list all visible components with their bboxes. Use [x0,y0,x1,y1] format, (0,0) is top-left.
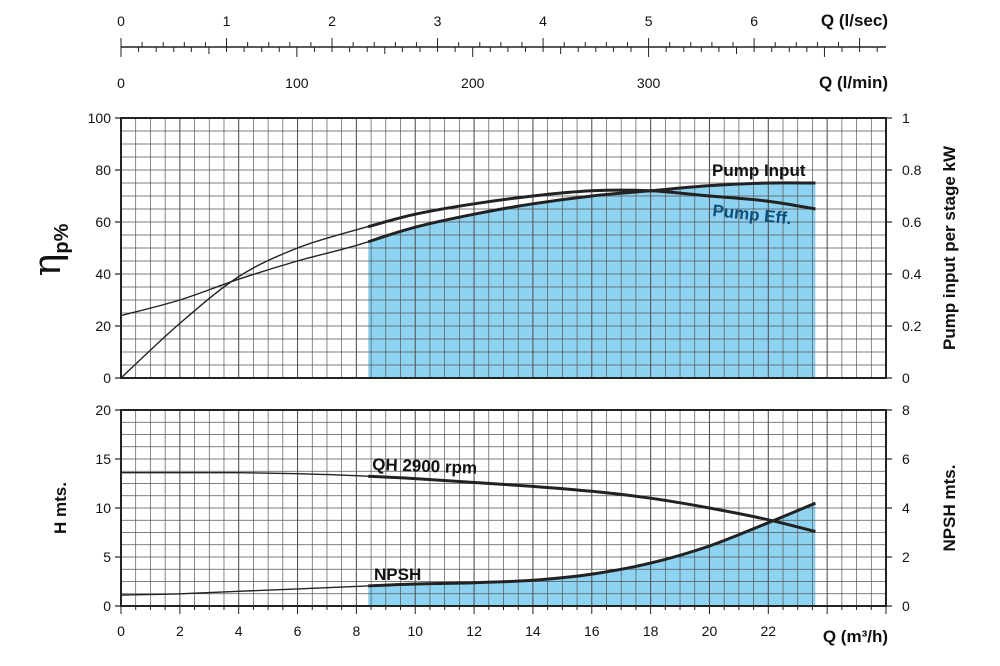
left-axis-tick-label: 100 [88,110,112,126]
x-axis-tick-label: 2 [176,623,184,639]
right-axis-tick-label: 0 [902,598,910,614]
x-axis-tick-label: 8 [352,623,360,639]
q-lsec-tick-label: 6 [750,13,758,29]
right-axis-tick-label: 0.6 [902,214,922,230]
eta-axis-subscript: p% [51,223,73,253]
q-lmin-tick-label: 100 [285,75,309,91]
pump-input-axis-label: Pump input per stage kW [940,145,959,350]
series-line-operating [367,188,816,229]
left-axis-tick-label: 40 [95,266,111,282]
right-axis-tick-label: 0.4 [902,266,922,282]
x-axis-tick-label: 0 [117,623,125,639]
eta-axis-label: ηp% [25,223,73,276]
head-npsh-panel: 0 5 10 15 20 0 2 4 6 8 0 2 4 6 8 10 12 14 16 18 20 22 QH 2900 … [95,402,910,639]
right-axis-tick-label: 0 [902,370,910,386]
left-axis-tick-label: 5 [103,549,111,565]
plot-frame [120,117,887,379]
right-axis-tick-label: 8 [902,402,910,418]
left-axis-tick-label: 0 [103,370,111,386]
x-axis-tick-label: 16 [584,623,600,639]
q-lmin-tick-label: 0 [117,75,125,91]
right-axis-tick-label: 1 [902,110,910,126]
right-axis-tick-label: 0.2 [902,318,922,334]
top-flow-scale: 0 1 2 3 4 5 6 0 100 200 300 [117,13,886,91]
right-axis-tick-label: 4 [902,500,910,516]
x-axis-tick-label: 18 [643,623,659,639]
right-axis-tick-label: 6 [902,451,910,467]
npsh-axis-label: NPSH mts. [940,465,959,552]
qh-label: QH 2900 rpm [372,455,477,478]
series-line-operating [368,474,816,533]
series-line-operating [367,181,816,244]
x-axis-tick-label: 20 [702,623,718,639]
q-lmin-label: Q (l/min) [819,73,888,92]
q-lsec-tick-label: 0 [117,13,125,29]
left-axis-tick-label: 80 [95,162,111,178]
q-lmin-tick-label: 300 [637,75,661,91]
q-lsec-tick-label: 1 [223,13,231,29]
q-lsec-tick-label: 2 [328,13,336,29]
q-lmin-tick-label: 200 [461,75,485,91]
operating-range-shade [368,503,816,606]
left-axis-tick-label: 60 [95,214,111,230]
npsh-label: NPSH [374,565,421,584]
x-axis-tick-label: 22 [761,623,777,639]
left-axis-tick-label: 20 [95,402,111,418]
left-axis-tick-label: 20 [95,318,111,334]
q-lsec-tick-label: 5 [645,13,653,29]
x-axis-tick-label: 12 [466,623,482,639]
x-axis-tick-label: 10 [407,623,423,639]
q-lsec-tick-label: 3 [434,13,442,29]
q-lsec-label: Q (l/sec) [821,11,888,30]
q-lsec-tick-label: 4 [539,13,547,29]
series-line-operating [368,501,816,588]
right-axis-tick-label: 0.8 [902,162,922,178]
right-axis-tick-label: 2 [902,549,910,565]
pump-input-label: Pump Input [712,161,806,180]
x-axis-tick-label: 6 [294,623,302,639]
left-axis-tick-label: 10 [95,500,111,516]
x-axis-tick-label: 14 [525,623,541,639]
q-m3h-label: Q (m³/h) [823,627,888,646]
left-axis-tick-label: 0 [103,598,111,614]
x-axis-tick-label: 4 [235,623,243,639]
h-axis-label: H mts. [51,482,70,534]
left-axis-tick-label: 15 [95,451,111,467]
